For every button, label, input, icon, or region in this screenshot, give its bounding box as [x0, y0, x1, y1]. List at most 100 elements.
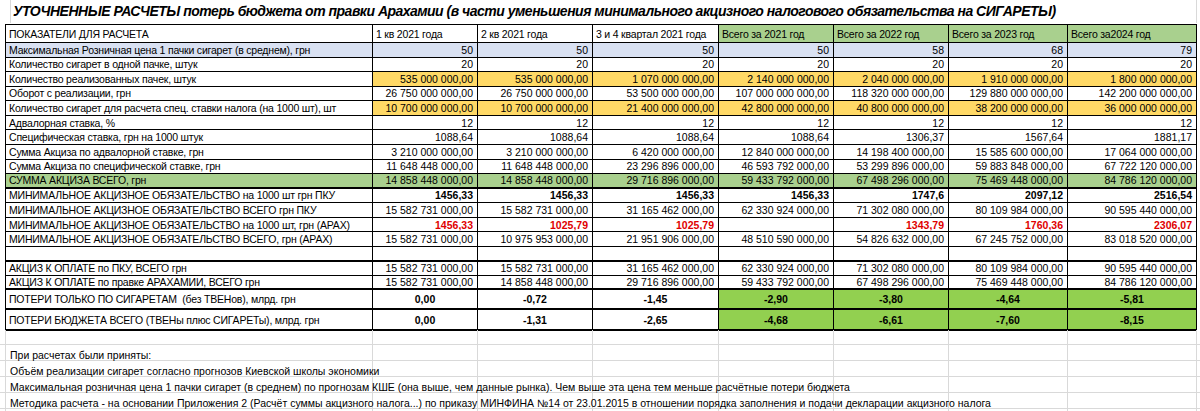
- value-cell[interactable]: [834, 247, 949, 262]
- row-label[interactable]: АКЦИЗ К ОПЛАТЕ по правке АРАХАМИИ, ВСЕГО…: [6, 276, 373, 290]
- value-cell[interactable]: [949, 247, 1068, 262]
- value-cell[interactable]: 20: [949, 58, 1068, 73]
- footer-note[interactable]: Объём реализации сигарет согласно прогно…: [10, 363, 379, 379]
- value-cell[interactable]: 36 000 000 000,00: [1068, 101, 1197, 116]
- column-header[interactable]: 1 кв 2021 года: [373, 25, 478, 43]
- value-cell[interactable]: 15 582 731 000,00: [478, 203, 593, 218]
- value-cell[interactable]: [719, 218, 834, 233]
- row-label[interactable]: Оборот с реализации, грн: [6, 87, 373, 102]
- value-cell[interactable]: 79: [1068, 43, 1197, 58]
- value-cell[interactable]: 68: [949, 43, 1068, 58]
- value-cell[interactable]: 15 582 731 000,00: [478, 262, 593, 276]
- value-cell[interactable]: 1456,33: [478, 189, 593, 204]
- row-label[interactable]: Количество сигарет для расчета спец. ста…: [6, 101, 373, 116]
- value-cell[interactable]: 21 951 906 000,00: [593, 232, 719, 247]
- value-cell[interactable]: 80 109 984 000,00: [949, 262, 1068, 276]
- value-cell[interactable]: 1760,36: [949, 218, 1068, 233]
- value-cell[interactable]: 1025,79: [478, 218, 593, 233]
- value-cell[interactable]: 14 198 400 000,00: [834, 145, 949, 160]
- column-header[interactable]: 2 кв 2021 года: [478, 25, 593, 43]
- value-cell[interactable]: 90 595 440 000,00: [1068, 203, 1197, 218]
- value-cell[interactable]: 62 330 924 000,00: [719, 262, 834, 276]
- column-header[interactable]: Всего за 2023 год: [949, 25, 1068, 43]
- value-cell[interactable]: 20: [373, 58, 478, 73]
- value-cell[interactable]: 20: [719, 58, 834, 73]
- value-cell[interactable]: 42 800 000 000,00: [719, 101, 834, 116]
- value-cell[interactable]: 67 245 752 000,00: [949, 232, 1068, 247]
- value-cell[interactable]: 14 858 448 000,00: [478, 174, 593, 189]
- value-cell[interactable]: -2,90: [719, 290, 834, 311]
- value-cell[interactable]: 1 800 000 000,00: [1068, 72, 1197, 87]
- row-label[interactable]: МИНИМАЛЬНОЕ АКЦИЗНОЕ ОБЯЗАТЕЛЬСТВО ВСЕГО…: [6, 203, 373, 218]
- value-cell[interactable]: -8,15: [1068, 310, 1197, 331]
- value-cell[interactable]: 535 000 000,00: [478, 72, 593, 87]
- value-cell[interactable]: 50: [593, 43, 719, 58]
- value-cell[interactable]: -1,31: [478, 310, 593, 331]
- value-cell[interactable]: 10 975 953 000,00: [478, 232, 593, 247]
- value-cell[interactable]: -2,65: [593, 310, 719, 331]
- value-cell[interactable]: 84 786 120 000,00: [1068, 174, 1197, 189]
- value-cell[interactable]: 1088,64: [373, 130, 478, 145]
- row-label[interactable]: Сумма Акциза по адвалорной ставке, грн: [6, 145, 373, 160]
- value-cell[interactable]: 2 140 000 000,00: [719, 72, 834, 87]
- value-cell[interactable]: 29 716 896 000,00: [593, 174, 719, 189]
- value-cell[interactable]: 1025,79: [593, 218, 719, 233]
- value-cell[interactable]: 118 320 000 000,00: [834, 87, 949, 102]
- value-cell[interactable]: 12 840 000 000,00: [719, 145, 834, 160]
- value-cell[interactable]: 3 210 000 000,00: [478, 145, 593, 160]
- row-label[interactable]: [6, 247, 373, 262]
- value-cell[interactable]: 58: [834, 43, 949, 58]
- value-cell[interactable]: 31 165 462 000,00: [593, 203, 719, 218]
- value-cell[interactable]: 20: [593, 58, 719, 73]
- value-cell[interactable]: -4,64: [949, 290, 1068, 311]
- value-cell[interactable]: 11 648 448 000,00: [478, 160, 593, 175]
- value-cell[interactable]: 90 595 440 000,00: [1068, 262, 1197, 276]
- value-cell[interactable]: 1456,33: [593, 189, 719, 204]
- value-cell[interactable]: 1 910 000 000,00: [949, 72, 1068, 87]
- footer-heading[interactable]: При расчетах были приняты:: [10, 347, 151, 363]
- value-cell[interactable]: -0,72: [478, 290, 593, 311]
- value-cell[interactable]: 80 109 984 000,00: [949, 203, 1068, 218]
- value-cell[interactable]: 6 420 000 000,00: [593, 145, 719, 160]
- value-cell[interactable]: 71 302 080 000,00: [834, 203, 949, 218]
- row-label[interactable]: Сумма Акциза по специфической ставке, гр…: [6, 160, 373, 175]
- row-label[interactable]: Специфическая ставка, грн на 1000 штук: [6, 130, 373, 145]
- value-cell[interactable]: 1343,79: [834, 218, 949, 233]
- value-cell[interactable]: 20: [1068, 58, 1197, 73]
- value-cell[interactable]: 1881,17: [1068, 130, 1197, 145]
- value-cell[interactable]: 46 593 792 000,00: [719, 160, 834, 175]
- value-cell[interactable]: 2306,07: [1068, 218, 1197, 233]
- value-cell[interactable]: 53 299 896 000,00: [834, 160, 949, 175]
- value-cell[interactable]: 21 400 000 000,00: [593, 101, 719, 116]
- value-cell[interactable]: 29 716 896 000,00: [593, 276, 719, 290]
- value-cell[interactable]: -5,81: [1068, 290, 1197, 311]
- row-label[interactable]: МИНИМАЛЬНОЕ АКЦИЗНОЕ ОБЯЗАТЕЛЬСТВО на 10…: [6, 189, 373, 204]
- value-cell[interactable]: [373, 247, 478, 262]
- value-cell[interactable]: 12: [719, 116, 834, 131]
- value-cell[interactable]: 0,00: [373, 290, 478, 311]
- value-cell[interactable]: 71 302 080 000,00: [834, 262, 949, 276]
- value-cell[interactable]: 107 000 000 000,00: [719, 87, 834, 102]
- value-cell[interactable]: 2 040 000 000,00: [834, 72, 949, 87]
- value-cell[interactable]: 1456,33: [719, 189, 834, 204]
- value-cell[interactable]: 83 018 520 000,00: [1068, 232, 1197, 247]
- value-cell[interactable]: [478, 247, 593, 262]
- footer-note[interactable]: Максимальная розничная цена 1 пачки сига…: [10, 379, 850, 395]
- value-cell[interactable]: 26 750 000 000,00: [373, 87, 478, 102]
- column-header[interactable]: Всего за 2022 год: [834, 25, 949, 43]
- value-cell[interactable]: 1 070 000 000,00: [593, 72, 719, 87]
- value-cell[interactable]: 129 880 000 000,00: [949, 87, 1068, 102]
- value-cell[interactable]: 10 700 000 000,00: [478, 101, 593, 116]
- value-cell[interactable]: 54 826 632 000,00: [834, 232, 949, 247]
- value-cell[interactable]: 2516,54: [1068, 189, 1197, 204]
- value-cell[interactable]: -4,68: [719, 310, 834, 331]
- value-cell[interactable]: 53 500 000 000,00: [593, 87, 719, 102]
- value-cell[interactable]: 20: [478, 58, 593, 73]
- value-cell[interactable]: 75 469 448 000,00: [949, 174, 1068, 189]
- value-cell[interactable]: 1088,64: [719, 130, 834, 145]
- value-cell[interactable]: 38 200 000 000,00: [949, 101, 1068, 116]
- value-cell[interactable]: 67 498 296 000,00: [834, 276, 949, 290]
- row-label[interactable]: Количество реализованных пачек, штук: [6, 72, 373, 87]
- value-cell[interactable]: 59 433 792 000,00: [719, 174, 834, 189]
- value-cell[interactable]: 31 165 462 000,00: [593, 262, 719, 276]
